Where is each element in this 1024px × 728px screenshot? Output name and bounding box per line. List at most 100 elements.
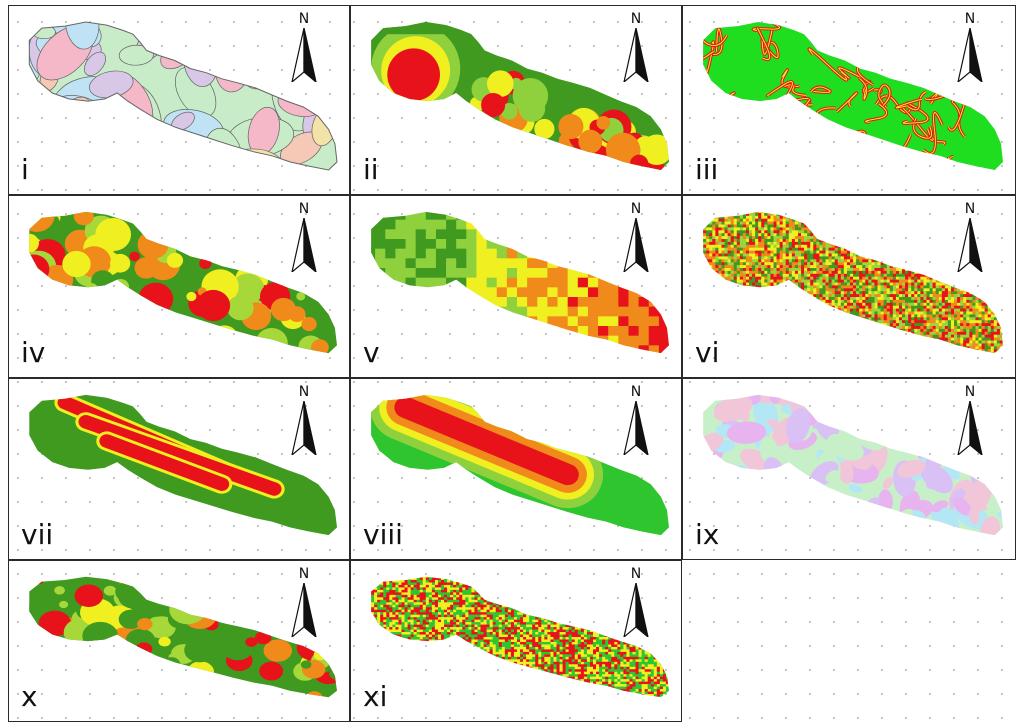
map-cell [911, 256, 915, 260]
map-cell [395, 297, 407, 308]
map-cell [828, 230, 832, 234]
map-cell [770, 236, 774, 240]
map-cell [721, 282, 725, 286]
map-cell [947, 334, 952, 338]
map-cell [938, 236, 943, 240]
map-cell [813, 276, 817, 280]
map-cell [749, 291, 753, 295]
map-cell [770, 314, 774, 318]
map-cell [776, 279, 780, 283]
map-cell [758, 227, 762, 231]
map-cell [862, 291, 866, 295]
map-cell [859, 262, 863, 266]
map-cell [782, 227, 787, 231]
map-cell [739, 268, 744, 272]
map-cell [889, 352, 894, 354]
map-cell [779, 302, 783, 306]
map-cell [506, 248, 518, 259]
map-cell [788, 320, 793, 324]
map-cell [724, 233, 728, 237]
map-cell [776, 326, 780, 330]
map-cell [797, 239, 802, 243]
map-cell [721, 285, 725, 289]
map-cell [755, 262, 759, 266]
map-cell [883, 352, 888, 354]
map-cell [944, 221, 949, 225]
map-cell [697, 291, 700, 294]
map-cell [733, 317, 738, 321]
map-cell [892, 262, 897, 266]
map-cell [929, 224, 933, 228]
map-cell [547, 326, 559, 337]
map-cell [816, 256, 820, 260]
map-cell [405, 335, 417, 346]
map-cell [880, 279, 884, 283]
map-cell [813, 244, 817, 248]
map-cell [506, 287, 518, 298]
map-cell [761, 299, 765, 304]
map-cell [703, 224, 707, 228]
map-cell [923, 276, 927, 280]
map-cell [476, 297, 488, 308]
map-cell [767, 340, 771, 344]
map-zone [629, 154, 649, 170]
map-cell [767, 320, 771, 324]
map-cell [794, 273, 799, 277]
map-cell [926, 270, 930, 275]
map-cell [834, 340, 839, 344]
map-cell [782, 343, 787, 347]
map-cell [840, 236, 845, 240]
map-cell [727, 320, 731, 324]
map-cell [415, 248, 427, 259]
map-cell [819, 291, 823, 295]
map-cell [776, 337, 780, 341]
map-cell [773, 346, 777, 350]
map-cell [914, 302, 918, 306]
map-cell [862, 253, 866, 257]
map-cell [929, 294, 933, 298]
map-cell [736, 305, 741, 309]
map-cell [788, 326, 793, 330]
map-cell [825, 270, 829, 275]
map-cell [727, 244, 731, 248]
map-cell [709, 230, 713, 234]
map-cell [825, 236, 829, 240]
map-cell [788, 259, 793, 263]
map-cell [736, 282, 741, 286]
map-cell [816, 305, 820, 309]
map-cell [856, 233, 860, 237]
map-cell [926, 244, 930, 248]
map-cell [874, 317, 878, 321]
map-cell [779, 317, 783, 321]
map-cell [749, 297, 753, 301]
map-cell [862, 218, 866, 222]
map-cell [767, 268, 771, 272]
map-cell [862, 294, 866, 298]
map-cell [739, 279, 744, 283]
map-cell [935, 334, 940, 338]
map-cell [908, 328, 912, 333]
map-cell [843, 305, 848, 309]
map-cell [405, 258, 417, 269]
map-cell [822, 308, 826, 312]
map-cell [874, 224, 878, 228]
map-cell [816, 323, 820, 327]
map-cell [761, 241, 765, 246]
map-cell [435, 239, 447, 250]
map-cell [782, 352, 787, 354]
map-cell [908, 244, 912, 248]
map-cell [712, 328, 716, 333]
map-cell [828, 224, 832, 228]
stream-buffer [915, 22, 945, 39]
map-cell [825, 259, 829, 263]
map-cell [834, 276, 839, 280]
map-cell [785, 218, 790, 222]
map-cell [776, 331, 780, 335]
map-cell [801, 224, 805, 228]
map-cell [715, 262, 719, 266]
map-cell [926, 328, 930, 333]
map-cell [476, 345, 488, 354]
map-cell [456, 287, 467, 298]
map-cell [758, 241, 762, 246]
map-cell [813, 236, 817, 240]
